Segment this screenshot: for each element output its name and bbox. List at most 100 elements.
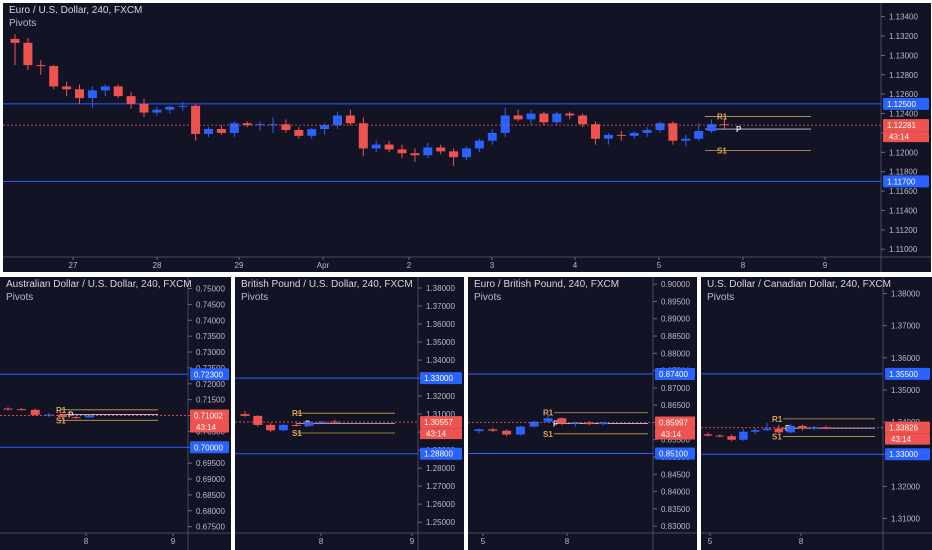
indicator-label: Pivots	[241, 292, 269, 303]
time-tick-label: 5	[657, 261, 662, 270]
chart-panel-audusd[interactable]: 0.750000.745000.740000.735000.730000.725…	[0, 277, 231, 550]
candle-body	[487, 132, 497, 141]
chart-panel-eurgbp[interactable]: 0.900000.895000.890000.885000.880000.875…	[468, 277, 697, 550]
countdown-label: 43:14	[889, 133, 910, 142]
candle-body	[191, 105, 201, 134]
candle-body	[774, 428, 784, 433]
price-tick-label: 0.74500	[196, 300, 225, 309]
level-price-label: 0.70000	[194, 443, 223, 452]
candle-body	[30, 409, 40, 415]
candle-body	[345, 115, 355, 124]
time-tick-label: 9	[410, 537, 415, 546]
indicator-label: Pivots	[9, 18, 37, 29]
candle-body	[165, 106, 175, 110]
price-tick-label: 0.86500	[661, 401, 690, 410]
chart-eurusd[interactable]: 1.13400 1.13200 1.13000 1.12800 1.12600 1.124…	[3, 3, 931, 272]
candle-body	[152, 109, 162, 113]
time-tick-label: 2	[407, 261, 412, 270]
candle-body	[17, 409, 27, 411]
level-price-badge	[883, 175, 929, 188]
chart-panel-usdcad[interactable]: 1.380001.370001.360001.350001.340001.330…	[701, 277, 932, 550]
candle-body	[139, 103, 149, 113]
price-tick-label: 0.71500	[196, 396, 225, 405]
price-tick-label: 0.89500	[661, 297, 690, 306]
candle-body	[526, 113, 536, 120]
candle-body	[266, 424, 276, 431]
pivot-label-s1: S1	[772, 433, 782, 442]
candle-body	[642, 130, 652, 133]
level-price-label: 0.85100	[659, 450, 688, 459]
price-tick-label: 1.26000	[426, 500, 455, 509]
candle-body	[707, 124, 717, 131]
countdown-badge	[420, 428, 462, 440]
price-tick-label: 0.69500	[196, 459, 225, 468]
price-tick-label: 1.27000	[426, 482, 455, 491]
price-tick-label: 1.35000	[426, 338, 455, 347]
chart-eurgbp[interactable]: 0.900000.895000.890000.885000.880000.875…	[468, 277, 697, 550]
candle-body	[462, 148, 471, 158]
candle-body	[384, 144, 394, 150]
candle-body	[727, 436, 736, 440]
time-tick-label: 5	[708, 537, 713, 546]
chart-usdcad[interactable]: 1.380001.370001.360001.350001.340001.330…	[701, 277, 932, 550]
candle-body	[474, 429, 484, 432]
price-tick-label: 0.85500	[661, 436, 690, 445]
price-tick-label: 1.11600	[889, 187, 918, 196]
candle-body	[304, 422, 314, 426]
countdown-label: 43:14	[426, 430, 447, 439]
time-tick-label: 9	[171, 537, 176, 546]
chart-panel-gbpusd[interactable]: 1.38000 1.37000 1.36000 1.35000 1.34000 1.330…	[235, 277, 464, 550]
candle-body	[552, 113, 562, 123]
price-tick-label: 1.11400	[889, 206, 918, 215]
candle-body	[253, 415, 263, 425]
candle-body	[571, 422, 581, 424]
candle-body	[681, 138, 691, 141]
candle-body	[694, 131, 704, 139]
price-tick-label: 0.73000	[196, 348, 225, 357]
candle-body	[229, 123, 239, 133]
candle-body	[240, 414, 250, 416]
current-price-label: 1.33826	[889, 424, 918, 433]
price-tick-label: 0.69000	[196, 475, 225, 484]
chart-audusd[interactable]: 0.750000.745000.740000.735000.730000.725…	[0, 277, 231, 550]
price-tick-label: 0.88000	[661, 349, 690, 358]
candle-body	[629, 132, 639, 136]
candle-body	[500, 115, 510, 133]
time-tick-label: 8	[319, 537, 324, 546]
time-tick-label: 28	[153, 261, 162, 270]
candle-body	[71, 417, 81, 419]
time-tick-label: 4	[573, 261, 578, 270]
price-tick-label: 0.90000	[661, 280, 690, 289]
pivot-label-p: P	[68, 411, 74, 420]
chart-title: Euro / British Pound, 240, FXCM	[474, 279, 620, 290]
candle-body	[449, 151, 459, 158]
price-tick-label: 1.31000	[426, 410, 455, 419]
candle-body	[333, 115, 342, 126]
pivot-label-r1: R1	[543, 409, 554, 418]
countdown-label: 43:14	[196, 423, 217, 432]
candle-body	[320, 125, 330, 130]
indicator-label: Pivots	[707, 292, 735, 303]
current-price-badge	[883, 119, 929, 132]
candle-body	[502, 430, 512, 435]
candle-body	[715, 435, 725, 437]
candle-body	[798, 425, 807, 429]
chart-gbpusd[interactable]: 1.38000 1.37000 1.36000 1.35000 1.34000 1.330…	[235, 277, 464, 550]
time-tick-label: 27	[69, 261, 78, 270]
candle-body	[36, 65, 46, 67]
candle-body	[655, 123, 665, 131]
candle-body	[557, 418, 567, 424]
pivot-label-s1: S1	[56, 416, 66, 425]
candle-body	[786, 425, 795, 433]
candle-body	[49, 66, 59, 87]
chart-panel-eurusd[interactable]: 1.13400 1.13200 1.13000 1.12800 1.12600 1.124…	[3, 3, 931, 272]
price-tick-label: 1.38000	[891, 289, 920, 298]
price-tick-label: 0.72000	[196, 380, 225, 389]
level-price-label: 1.33000	[889, 450, 918, 459]
candle-body	[85, 415, 95, 418]
candle-body	[565, 113, 575, 116]
candle-body	[598, 422, 608, 425]
candle-body	[23, 42, 33, 66]
candle-body	[703, 434, 713, 436]
chart-title: Euro / U.S. Dollar, 240, FXCM	[9, 5, 143, 16]
